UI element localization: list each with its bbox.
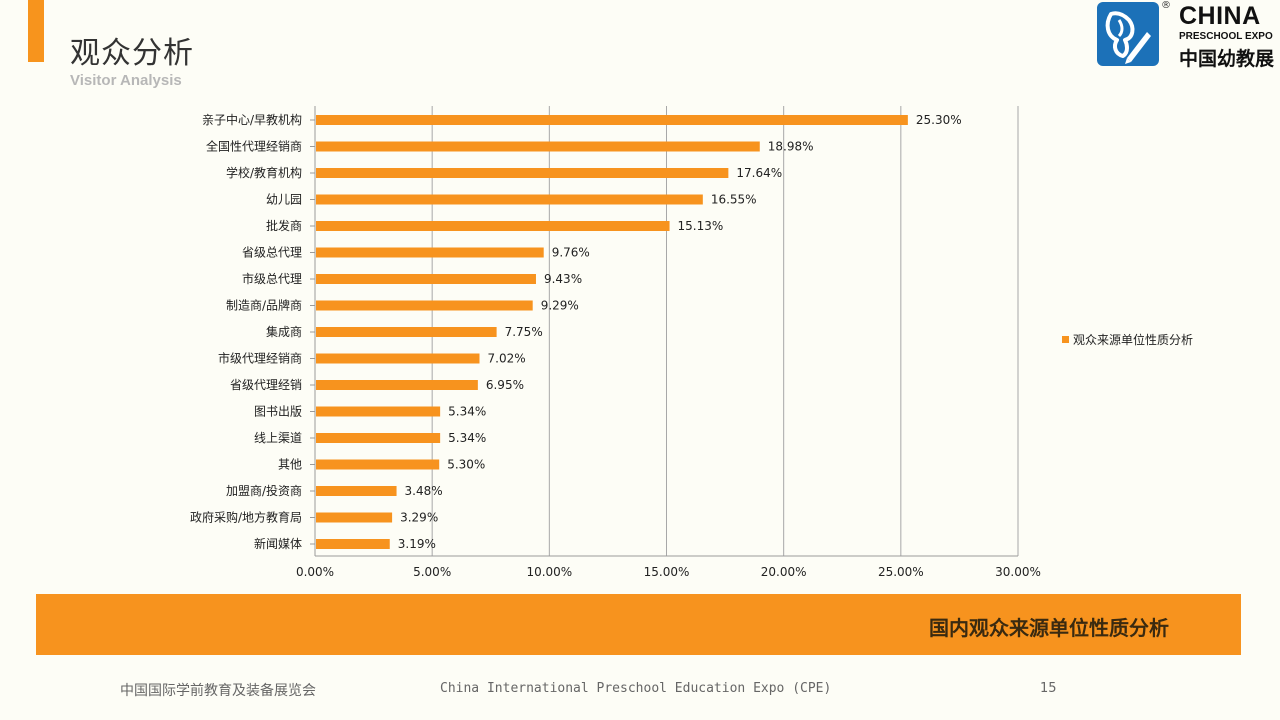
bar: [316, 168, 729, 178]
category-label: 全国性代理经销商: [206, 139, 302, 154]
category-label: 学校/教育机构: [226, 165, 302, 180]
category-label: 图书出版: [254, 405, 302, 419]
data-label: 25.30%: [916, 113, 962, 127]
data-label: 5.34%: [448, 405, 486, 419]
x-tick-label: 20.00%: [761, 565, 807, 579]
data-label: 15.13%: [678, 219, 724, 233]
bar: [316, 380, 478, 390]
chart-category-labels: 亲子中心/早教机构全国性代理经销商学校/教育机构幼儿园批发商省级总代理市级总代理…: [190, 112, 302, 551]
category-label: 制造商/品牌商: [226, 298, 302, 313]
data-label: 5.30%: [447, 458, 485, 472]
bar: [316, 194, 703, 205]
data-label: 5.34%: [448, 431, 486, 445]
page-subtitle: Visitor Analysis: [70, 72, 182, 89]
bar-chart: 亲子中心/早教机构全国性代理经销商学校/教育机构幼儿园批发商省级总代理市级总代理…: [190, 106, 1193, 579]
bar: [316, 353, 480, 364]
category-label: 省级代理经销: [230, 378, 302, 392]
x-tick-label: 30.00%: [995, 565, 1041, 579]
data-label: 9.43%: [544, 272, 582, 286]
bar: [316, 300, 533, 311]
footer-org-name: 中国国际学前教育及装备展览会: [120, 683, 316, 699]
chart-gridlines: [310, 106, 1019, 557]
logo-text-preschool-expo: PRESCHOOL EXPO: [1179, 31, 1273, 42]
category-label: 政府采购/地方教育局: [190, 510, 302, 525]
x-tick-label: 0.00%: [296, 565, 334, 579]
data-label: 18.98%: [768, 140, 814, 154]
bar: [316, 274, 536, 284]
category-label: 亲子中心/早教机构: [202, 112, 302, 127]
bar: [316, 141, 760, 152]
category-label: 批发商: [266, 218, 302, 233]
bar: [316, 406, 441, 417]
legend-label: 观众来源单位性质分析: [1073, 332, 1193, 347]
data-label: 6.95%: [486, 378, 524, 392]
chart-value-labels: 25.30% 18.98% 17.64% 16.55% 15.13% 9.76% 9.43%…: [398, 113, 962, 551]
footer-expo-name: China International Preschool Education …: [440, 681, 832, 696]
x-tick-label: 5.00%: [413, 565, 451, 579]
page-number: 15: [1040, 681, 1057, 696]
registered-mark: ®: [1161, 0, 1171, 11]
section-banner: 国内观众来源单位性质分析: [36, 594, 1241, 655]
data-label: 3.48%: [405, 484, 443, 498]
logo-text-china: CHINA: [1179, 2, 1261, 30]
x-tick-label: 15.00%: [644, 565, 690, 579]
bar: [316, 327, 497, 337]
category-label: 集成商: [266, 324, 302, 339]
category-label: 幼儿园: [266, 193, 302, 207]
bar: [316, 539, 390, 549]
bar: [316, 459, 440, 470]
category-label: 市级总代理: [242, 271, 302, 286]
data-label: 17.64%: [736, 166, 782, 180]
bar: [316, 433, 441, 443]
data-label: 9.29%: [541, 299, 579, 313]
category-label: 省级总代理: [242, 246, 302, 260]
category-label: 市级代理经销商: [218, 351, 302, 366]
logo-text-chinese: 中国幼教展: [1179, 48, 1275, 70]
bar: [316, 115, 908, 125]
bar: [316, 221, 670, 231]
data-label: 9.76%: [552, 246, 590, 260]
banner-title: 国内观众来源单位性质分析: [929, 616, 1169, 640]
category-label: 加盟商/投资商: [226, 483, 302, 498]
page-title: 观众分析: [70, 36, 194, 71]
brand-logo: ® CHINA PRESCHOOL EXPO 中国幼教展: [1097, 0, 1277, 70]
x-tick-label: 10.00%: [526, 565, 572, 579]
category-label: 新闻媒体: [254, 536, 302, 551]
chart-legend: 观众来源单位性质分析: [1062, 332, 1193, 347]
x-tick-label: 25.00%: [878, 565, 924, 579]
bar: [316, 512, 393, 523]
data-label: 7.75%: [505, 325, 543, 339]
category-label: 其他: [278, 458, 302, 472]
data-label: 3.29%: [400, 511, 438, 525]
data-label: 7.02%: [488, 352, 526, 366]
data-label: 16.55%: [711, 193, 757, 207]
bar: [316, 247, 544, 258]
chart-x-ticks: 0.00% 5.00% 10.00% 15.00% 20.00% 25.00% 30.00%: [296, 565, 1041, 579]
accent-bar: [28, 0, 44, 62]
bar: [316, 486, 397, 496]
legend-swatch: [1062, 336, 1069, 343]
data-label: 3.19%: [398, 537, 436, 551]
category-label: 线上渠道: [254, 431, 302, 445]
butterfly-pencil-logo-icon: [1097, 2, 1159, 66]
chart-bars: [316, 115, 908, 549]
